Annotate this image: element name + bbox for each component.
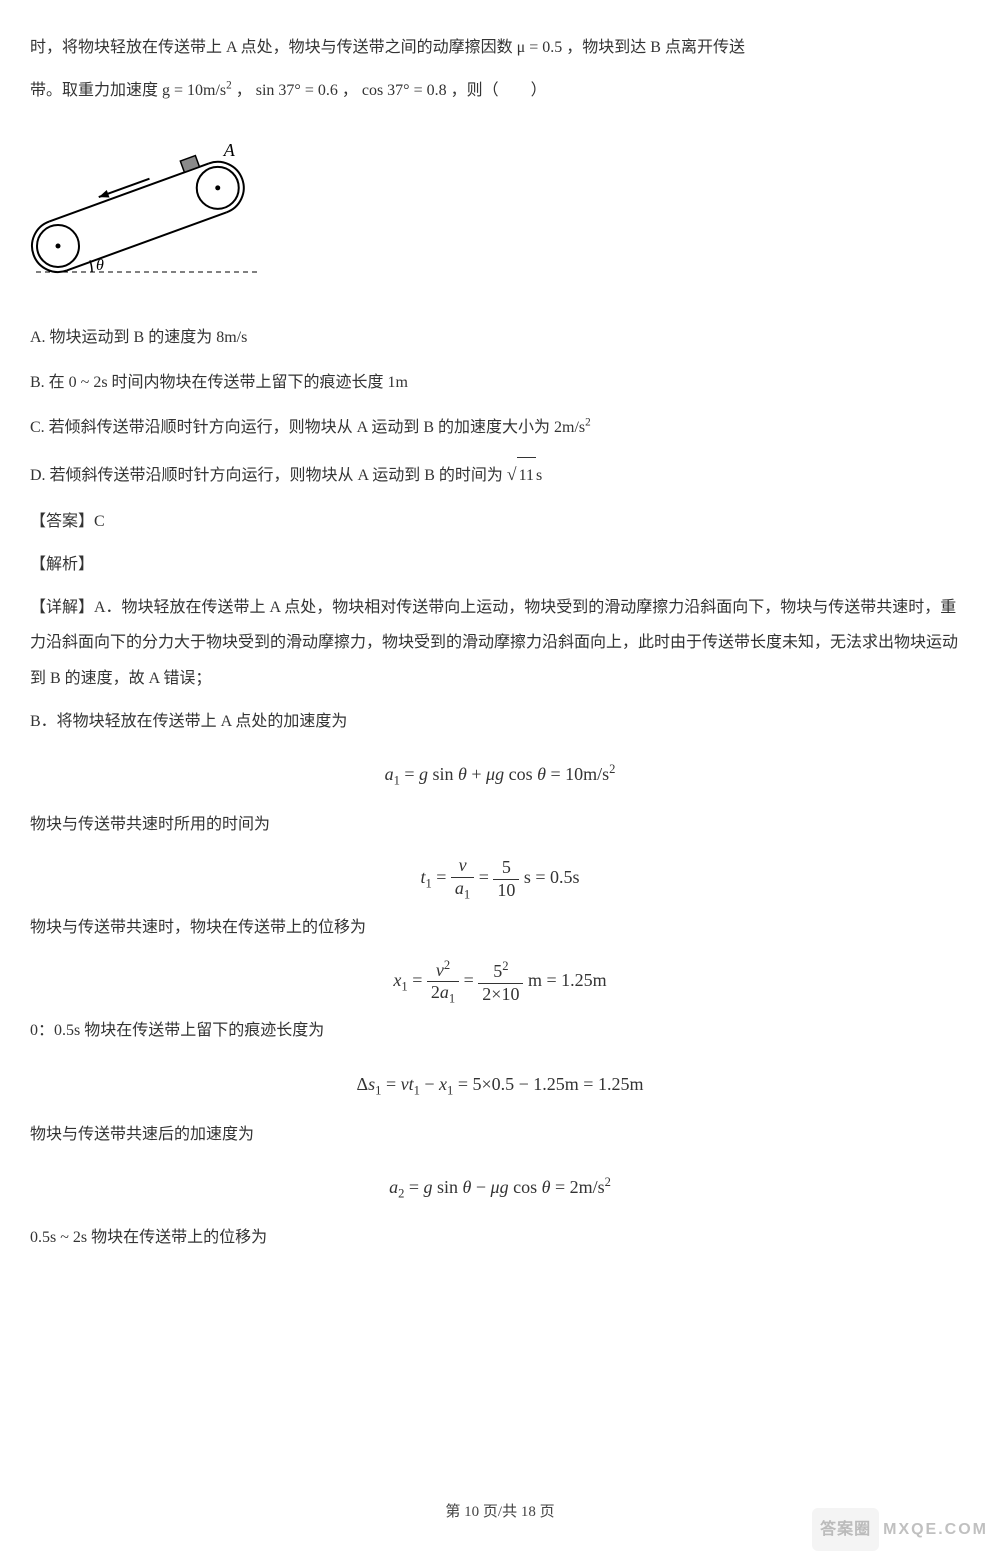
formula-rhs: m = 1.25m xyxy=(528,970,607,990)
option-a: A. 物块运动到 B 的速度为 8m/s xyxy=(30,320,970,355)
detail-a: 【详解】A．物块轻放在传送带上 A 点处，物块相对传送带向上运动，物块受到的滑动… xyxy=(30,590,970,696)
option-b: B. 在 0 ~ 2s 时间内物块在传送带上留下的痕迹长度 1m xyxy=(30,365,970,400)
a2-label-text: 物块与传送带共速后的加速度为 xyxy=(30,1126,254,1143)
page-number-text: 第 10 页/共 18 页 xyxy=(445,1504,554,1520)
option-b-text: B. 在 0 ~ 2s 时间内物块在传送带上留下的痕迹长度 1m xyxy=(30,374,408,391)
option-d: D. 若倾斜传送带沿顺时针方向运行，则物块从 A 运动到 B 的时间为 √11s xyxy=(30,455,970,494)
answer-label: 【答案】 xyxy=(30,513,94,530)
detail-b-intro-text: B．将物块轻放在传送带上 A 点处的加速度为 xyxy=(30,713,347,730)
line-continuation-1: 时，将物块轻放在传送带上 A 点处，物块与传送带之间的动摩擦因数 μ = 0.5… xyxy=(30,30,970,65)
watermark-badge: 答案圈 xyxy=(812,1508,879,1551)
svg-text:A: A xyxy=(223,140,236,160)
x2-label-text: 0.5s ~ 2s 物块在传送带上的位移为 xyxy=(30,1229,267,1246)
frac-num: 5 xyxy=(493,857,519,880)
answer-line: 【答案】C xyxy=(30,504,970,539)
text: 时，将物块轻放在传送带上 A 点处，物块与传送带之间的动摩擦因数 μ = 0.5… xyxy=(30,39,745,56)
x1-label: 物块与传送带共速时，物块在传送带上的位移为 xyxy=(30,910,970,945)
svg-text:θ: θ xyxy=(96,257,104,274)
formula-ds1: Δs1 = vt1 − x1 = 5×0.5 − 1.25m = 1.25m xyxy=(30,1057,970,1111)
option-c: C. 若倾斜传送带沿顺时针方向运行，则物块从 A 运动到 B 的加速度大小为 2… xyxy=(30,410,970,445)
a2-label: 物块与传送带共速后的加速度为 xyxy=(30,1117,970,1152)
ds1-label: 0：0.5s 物块在传送带上留下的痕迹长度为 xyxy=(30,1013,970,1048)
ds1-label-text: 0：0.5s 物块在传送带上留下的痕迹长度为 xyxy=(30,1022,324,1039)
option-d-pre: D. 若倾斜传送带沿顺时针方向运行，则物块从 A 运动到 B 的时间为 xyxy=(30,467,507,484)
formula-a2: a2 = g sin θ − μg cos θ = 2m/s2 xyxy=(30,1160,970,1214)
formula-t1: t1 = va1 = 510 s = 0.5s xyxy=(30,850,970,904)
x1-label-text: 物块与传送带共速时，物块在传送带上的位移为 xyxy=(30,919,366,936)
option-c-text: C. 若倾斜传送带沿顺时针方向运行，则物块从 A 运动到 B 的加速度大小为 2… xyxy=(30,419,585,436)
formula-x1: x1 = v22a1 = 522×10 m = 1.25m xyxy=(30,953,970,1007)
x2-label: 0.5s ~ 2s 物块在传送带上的位移为 xyxy=(30,1220,970,1255)
detail-b-intro: B．将物块轻放在传送带上 A 点处的加速度为 xyxy=(30,704,970,739)
belt-svg: ABθ xyxy=(30,122,270,292)
watermark-url: MXQE.COM xyxy=(883,1512,988,1547)
sup-2: 2 xyxy=(585,417,591,429)
t1-label-text: 物块与传送带共速时所用的时间为 xyxy=(30,816,270,833)
option-d-post: s xyxy=(536,467,542,484)
text: 带。取重力加速度 g = 10m/s xyxy=(30,82,226,99)
frac-den: 10 xyxy=(493,880,519,902)
jiexi-label: 【解析】 xyxy=(30,556,94,573)
jiexi-line: 【解析】 xyxy=(30,547,970,582)
answer-value: C xyxy=(94,513,105,530)
t1-label: 物块与传送带共速时所用的时间为 xyxy=(30,807,970,842)
option-a-text: A. 物块运动到 B 的速度为 8m/s xyxy=(30,329,247,346)
frac-den: 2×10 xyxy=(478,984,523,1006)
line-continuation-2: 带。取重力加速度 g = 10m/s2 ， sin 37° = 0.6 ， co… xyxy=(30,73,970,108)
sqrt-arg: 11 xyxy=(517,457,536,493)
text: ， sin 37° = 0.6 ， cos 37° = 0.8 ，则（ ） xyxy=(232,82,547,99)
formula-rhs: s = 0.5s xyxy=(524,867,580,887)
detail-a-text: 【详解】A．物块轻放在传送带上 A 点处，物块相对传送带向上运动，物块受到的滑动… xyxy=(30,599,958,686)
sqrt-11: √11 xyxy=(507,455,536,494)
watermark: 答案圈 MXQE.COM xyxy=(812,1508,988,1551)
belt-diagram: ABθ xyxy=(30,122,970,305)
formula-a1: a1 = g sin θ + μg cos θ = 10m/s2 xyxy=(30,747,970,801)
